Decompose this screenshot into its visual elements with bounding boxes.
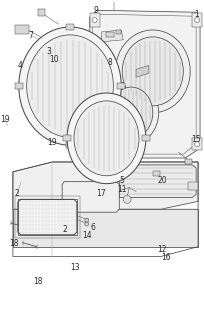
- Text: 7: 7: [29, 31, 34, 40]
- Bar: [192, 13, 202, 27]
- Bar: [117, 83, 125, 89]
- Ellipse shape: [115, 30, 190, 113]
- Bar: [15, 83, 23, 89]
- Text: 12: 12: [157, 245, 166, 254]
- Bar: [116, 30, 121, 34]
- Text: 9: 9: [93, 6, 98, 15]
- Ellipse shape: [74, 101, 139, 176]
- Polygon shape: [13, 162, 198, 209]
- Bar: [153, 171, 160, 176]
- Text: 10: 10: [50, 55, 59, 64]
- Polygon shape: [90, 10, 200, 158]
- Bar: [66, 142, 74, 148]
- Ellipse shape: [195, 18, 200, 23]
- Text: 3: 3: [47, 47, 52, 56]
- Ellipse shape: [103, 81, 159, 144]
- Text: 18: 18: [9, 239, 19, 248]
- Ellipse shape: [67, 93, 146, 184]
- Text: 4: 4: [18, 61, 23, 70]
- Text: 18: 18: [33, 277, 43, 286]
- Bar: [90, 13, 100, 27]
- Polygon shape: [18, 199, 77, 235]
- Bar: [142, 135, 150, 141]
- Ellipse shape: [27, 35, 113, 137]
- Ellipse shape: [109, 87, 153, 138]
- Polygon shape: [136, 65, 149, 77]
- Polygon shape: [119, 165, 196, 197]
- Ellipse shape: [123, 196, 131, 203]
- Bar: [15, 25, 29, 34]
- Ellipse shape: [19, 27, 121, 145]
- Text: 1: 1: [195, 11, 199, 20]
- Text: 5: 5: [119, 176, 124, 185]
- Text: 6: 6: [90, 223, 95, 232]
- Text: 20: 20: [158, 176, 168, 185]
- Ellipse shape: [195, 142, 200, 147]
- Ellipse shape: [92, 18, 97, 23]
- Bar: [188, 182, 198, 189]
- Bar: [106, 32, 114, 37]
- Text: 19: 19: [48, 138, 57, 147]
- Text: 11: 11: [117, 186, 126, 195]
- Bar: [38, 9, 45, 16]
- Bar: [66, 24, 74, 30]
- Bar: [90, 138, 100, 150]
- Text: 17: 17: [97, 188, 106, 197]
- Polygon shape: [62, 182, 119, 212]
- Bar: [185, 159, 192, 164]
- Ellipse shape: [85, 218, 89, 222]
- Polygon shape: [102, 30, 123, 42]
- Text: 19: 19: [0, 115, 9, 124]
- Text: 16: 16: [161, 253, 171, 262]
- Bar: [63, 135, 71, 141]
- Bar: [192, 138, 202, 150]
- Text: 2: 2: [63, 225, 68, 234]
- Text: 15: 15: [191, 135, 201, 144]
- Ellipse shape: [92, 142, 97, 147]
- Text: 8: 8: [107, 58, 112, 67]
- Ellipse shape: [85, 222, 89, 226]
- Polygon shape: [90, 91, 98, 99]
- Text: 14: 14: [83, 231, 92, 240]
- Ellipse shape: [122, 37, 183, 106]
- Text: 2: 2: [15, 188, 20, 197]
- Text: 13: 13: [71, 263, 80, 272]
- Polygon shape: [90, 121, 98, 128]
- Polygon shape: [13, 209, 198, 247]
